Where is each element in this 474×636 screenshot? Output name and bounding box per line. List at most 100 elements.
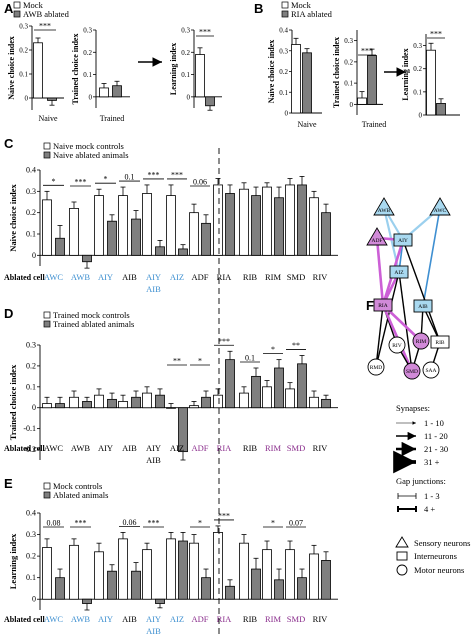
bar-ablated: [107, 398, 117, 409]
bar-ablated: [225, 359, 235, 409]
x-axis-title: Ablated cell: [4, 444, 45, 453]
bar-mock: [118, 538, 128, 600]
category-label: AIB: [122, 272, 137, 282]
bar-ablated: [297, 184, 307, 256]
category-label: RIA: [217, 614, 233, 624]
node-riv: [388, 336, 406, 354]
y-tick-label: 0.2: [279, 68, 288, 76]
panel-letter-e: E: [4, 476, 13, 491]
legend-swatch-mock: [43, 482, 51, 490]
significance-label: **: [173, 357, 181, 366]
y-tick-label: 0.3: [181, 27, 190, 35]
bar-mock: [213, 394, 223, 409]
node-ria: [373, 298, 393, 312]
bar-ablated: [178, 540, 188, 600]
significance-label: ***: [361, 47, 373, 56]
node-aiz: [389, 265, 409, 279]
significance-label: ***: [218, 337, 230, 346]
category-label: RIA: [217, 272, 233, 282]
y-tick-label: 0.1: [83, 71, 92, 79]
y-tick-label: 0: [32, 251, 36, 260]
y-tick-label: 0: [285, 110, 289, 118]
edge-aiz-smd: [398, 271, 413, 372]
bar-ablated: [201, 222, 211, 256]
y-axis-label: Learning index: [401, 48, 410, 100]
bar-ablated: [205, 96, 215, 107]
significance-label: *: [271, 519, 275, 528]
synapse-legend-label: 21 - 30: [424, 444, 448, 454]
legend-swatch-ablated: [13, 10, 21, 18]
y-tick-label: 0.2: [19, 47, 28, 55]
bar-ablated: [274, 367, 284, 409]
bar-mock: [142, 193, 152, 256]
chart-c-naive-choice: 0 0.1 0.2 0.3 0.4 Naive choice index Ablated c…: [4, 141, 338, 294]
y-tick-label: 0: [419, 112, 423, 120]
legend-label: Mock controls: [53, 481, 102, 491]
y-axis-label: Trained choice index: [8, 364, 18, 440]
bar-ablated: [302, 52, 312, 114]
bar-mock: [33, 42, 43, 99]
legend-triangle-icon: [395, 536, 409, 548]
y-tick-label: 0: [187, 93, 191, 101]
bar-mock: [42, 199, 52, 256]
significance-label: **: [292, 341, 300, 350]
significance-label: ***: [199, 28, 211, 37]
legend-label: Naive mock controls: [53, 141, 124, 151]
bar-mock: [213, 184, 223, 256]
y-axis-label: Trained choice index: [71, 34, 80, 105]
category-label: AWC: [44, 443, 63, 453]
y-axis-label: Naive choice index: [8, 183, 18, 251]
bar-mock: [309, 197, 319, 256]
bar-mock: [166, 407, 176, 409]
bar-mock: [239, 392, 249, 409]
y-tick-label: 0.1: [19, 71, 28, 79]
bar-ablated: [112, 85, 122, 98]
significance-label: 0.1: [125, 173, 135, 182]
node-rib: [430, 335, 450, 349]
legend-label: Ablated animals: [53, 490, 108, 500]
node-adf: [366, 227, 388, 246]
node-riv-label: RIV: [392, 343, 402, 349]
significance-label: ***: [218, 511, 230, 520]
y-tick-label: 0.1: [413, 88, 422, 96]
network-diagram: AWB AWC ADF AIY AIZ RIA AIB RIB RIV RIM RMD SMD SAA: [366, 197, 451, 380]
bar-ablated: [297, 363, 307, 409]
significance-label: 0.1: [245, 354, 255, 363]
category-label: RIV: [313, 614, 329, 624]
bar-mock: [357, 97, 367, 105]
significance-label: ***: [39, 22, 51, 31]
bar-ablated: [321, 398, 331, 409]
legend-square-icon: [396, 551, 408, 561]
edge-ria-rmd: [375, 304, 384, 368]
significance-label: *: [52, 177, 56, 186]
category-label: AWC: [44, 272, 63, 282]
y-tick-label: 0.1: [344, 80, 353, 88]
significance-label: *: [104, 175, 108, 184]
significance-label: *: [198, 519, 202, 528]
legend-swatch-ablated: [43, 491, 51, 499]
bar-ablated: [436, 103, 446, 116]
bar-mock: [69, 207, 79, 256]
edge-awc-aib: [422, 207, 441, 307]
significance-label: ***: [75, 178, 87, 187]
synapses-title: Synapses:: [396, 403, 430, 413]
bar-mock: [118, 401, 128, 409]
bar-ablated: [297, 577, 307, 600]
category-label: RIB: [243, 272, 258, 282]
bar-mock: [285, 388, 295, 409]
legend-interneurons: Interneurons: [414, 551, 457, 561]
y-tick-label: 0: [32, 403, 36, 412]
legend-sensory: Sensory neurons: [414, 538, 470, 548]
bar-ablated: [107, 220, 117, 256]
legend-swatch-mock: [13, 1, 21, 9]
category-label-line2: AIB: [146, 455, 161, 465]
legend-motor: Motor neurons: [414, 565, 464, 575]
y-tick-label: 0.1: [26, 382, 36, 391]
bar-mock: [291, 44, 301, 114]
synapse-legend-label: 11 - 20: [424, 431, 448, 441]
node-rim-label: RIM: [416, 339, 427, 345]
node-aiy: [393, 233, 413, 247]
bar-ablated: [155, 394, 165, 409]
significance-label: ***: [75, 519, 87, 528]
